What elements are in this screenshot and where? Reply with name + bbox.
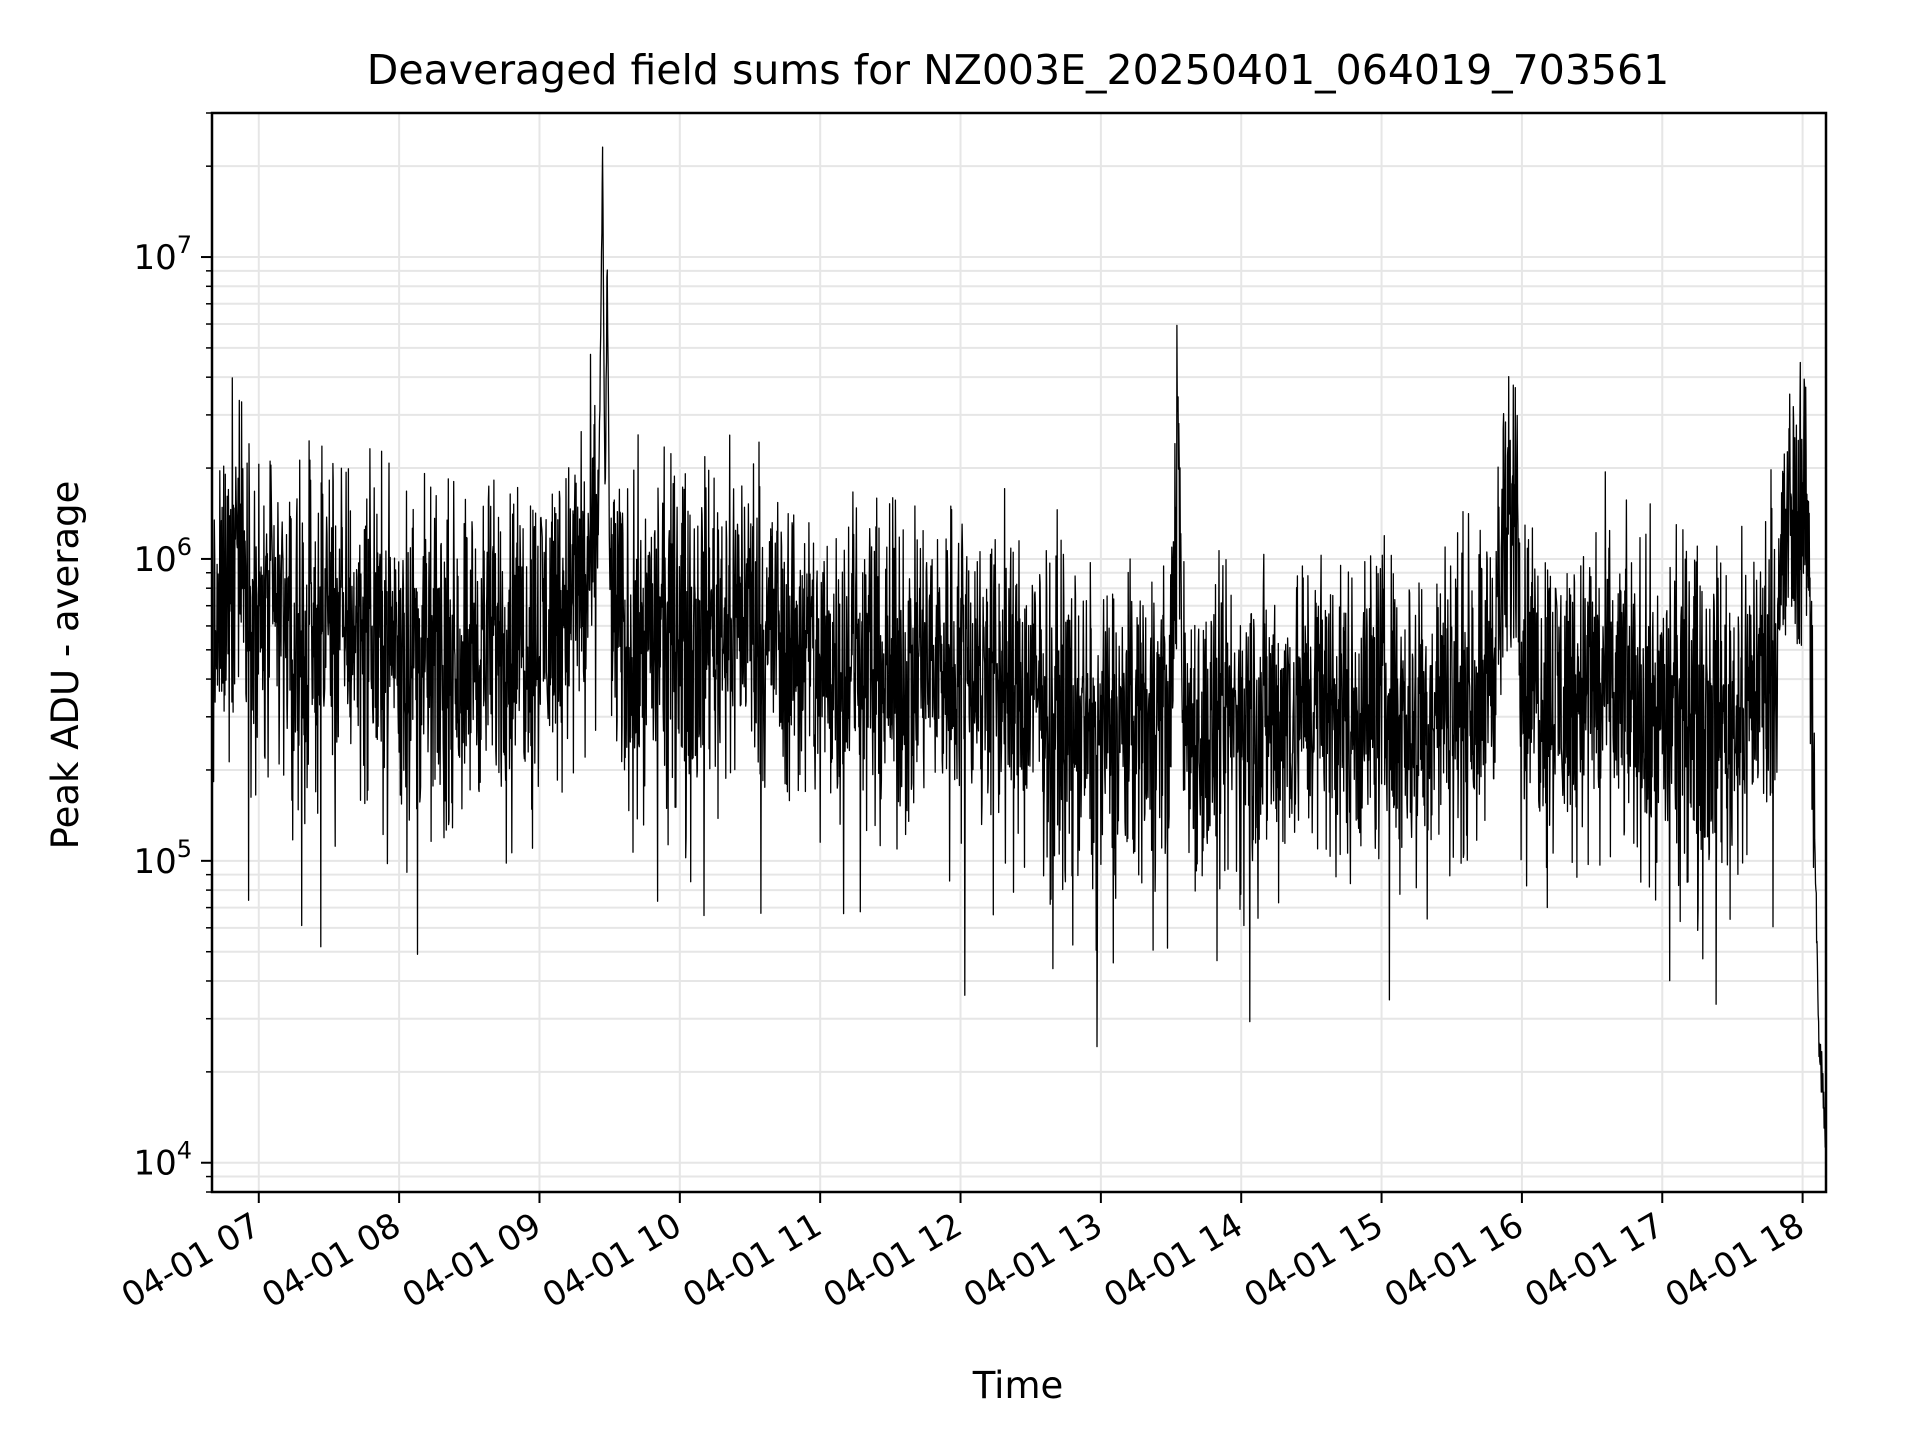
series-line [211, 146, 1827, 1151]
x-tick-label: 04-01 18 [1659, 1205, 1811, 1316]
x-tick-label: 04-01 09 [396, 1205, 548, 1316]
y-axis-label: Peak ADU - average [44, 481, 87, 850]
x-axis-label: Time [972, 1364, 1064, 1407]
y-tick-label: 106 [133, 533, 192, 580]
x-tick-label: 04-01 08 [255, 1205, 407, 1316]
plot-frame [210, 111, 1828, 1194]
series-line-group [211, 146, 1827, 1151]
y-tick-label: 104 [133, 1137, 192, 1184]
x-tick-label: 04-01 17 [1518, 1205, 1670, 1316]
x-tick-label: 04-01 16 [1378, 1205, 1530, 1316]
x-tick-label: 04-01 13 [957, 1205, 1109, 1316]
x-tick-label: 04-01 12 [817, 1205, 969, 1316]
y-tick-label: 107 [133, 231, 192, 278]
x-tick-label: 04-01 10 [536, 1205, 688, 1316]
x-tick-label: 04-01 11 [676, 1205, 828, 1316]
y-tick-label: 105 [133, 835, 192, 882]
x-tick-label: 04-01 15 [1238, 1205, 1390, 1316]
chart-title: Deaveraged field sums for NZ003E_2025040… [367, 46, 1669, 94]
x-tick-label: 04-01 14 [1097, 1205, 1249, 1316]
x-tick-label: 04-01 07 [115, 1205, 267, 1316]
